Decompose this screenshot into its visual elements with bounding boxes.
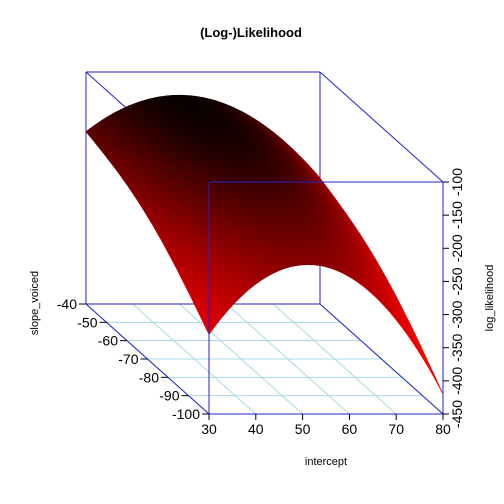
x-tick-label: 30 (201, 421, 217, 437)
x-tick-label: 70 (388, 421, 404, 437)
y-axis-ticks: -40-50-60-70-80-90 -100 (57, 296, 209, 422)
x-axis-label: intercept (305, 456, 347, 468)
x-axis-ticks: 30 40 50 60 70 80 (201, 414, 451, 437)
x-tick-label: 40 (248, 421, 264, 437)
likelihood-surface (85, 94, 444, 395)
z-axis-label: log_likelihood (484, 265, 496, 332)
z-tick-label: -200 (449, 234, 465, 262)
x-tick-label: 50 (295, 421, 311, 437)
y-tick-label: -70 (118, 351, 138, 367)
chart-title: (Log-)Likelihood (200, 25, 302, 40)
z-tick-label: -100 (449, 168, 465, 196)
x-tick-label: 80 (435, 421, 451, 437)
y-tick-label: -100 (172, 406, 200, 422)
z-tick-label: -250 (449, 267, 465, 295)
y-tick-label: -50 (77, 314, 97, 330)
z-tick-label: -350 (449, 333, 465, 361)
floor-grid (85, 303, 444, 415)
surface-facet (435, 379, 444, 395)
y-tick-label: -40 (57, 296, 77, 312)
z-tick-label: -150 (449, 201, 465, 229)
z-axis-ticks: -100 -150 -200 -250 -300 -350 -400 -450 (443, 168, 465, 428)
x-tick-label: 60 (342, 421, 358, 437)
y-tick-label: -80 (139, 369, 159, 385)
y-tick-label: -90 (159, 388, 179, 404)
z-tick-label: -400 (449, 367, 465, 395)
y-axis-label: slope_voiced (29, 271, 41, 335)
bounding-box-front (208, 181, 444, 415)
box-edge (319, 303, 444, 415)
box-edge (319, 71, 444, 183)
z-tick-label: -300 (449, 300, 465, 328)
z-tick-label: -450 (449, 400, 465, 428)
y-tick-label: -60 (98, 333, 118, 349)
